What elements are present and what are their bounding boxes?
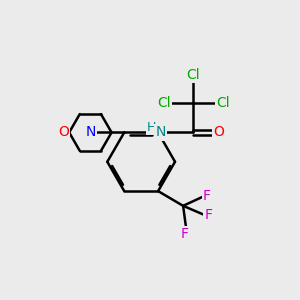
Text: O: O [214, 125, 224, 140]
Text: H: H [147, 121, 156, 134]
Text: Cl: Cl [157, 96, 171, 110]
Text: O: O [58, 125, 69, 140]
Text: F: F [203, 188, 211, 203]
Text: N: N [85, 125, 96, 140]
Text: F: F [204, 208, 212, 222]
Text: N: N [155, 125, 166, 140]
Text: Cl: Cl [187, 68, 200, 82]
Text: Cl: Cl [216, 96, 230, 110]
Text: F: F [181, 227, 189, 241]
